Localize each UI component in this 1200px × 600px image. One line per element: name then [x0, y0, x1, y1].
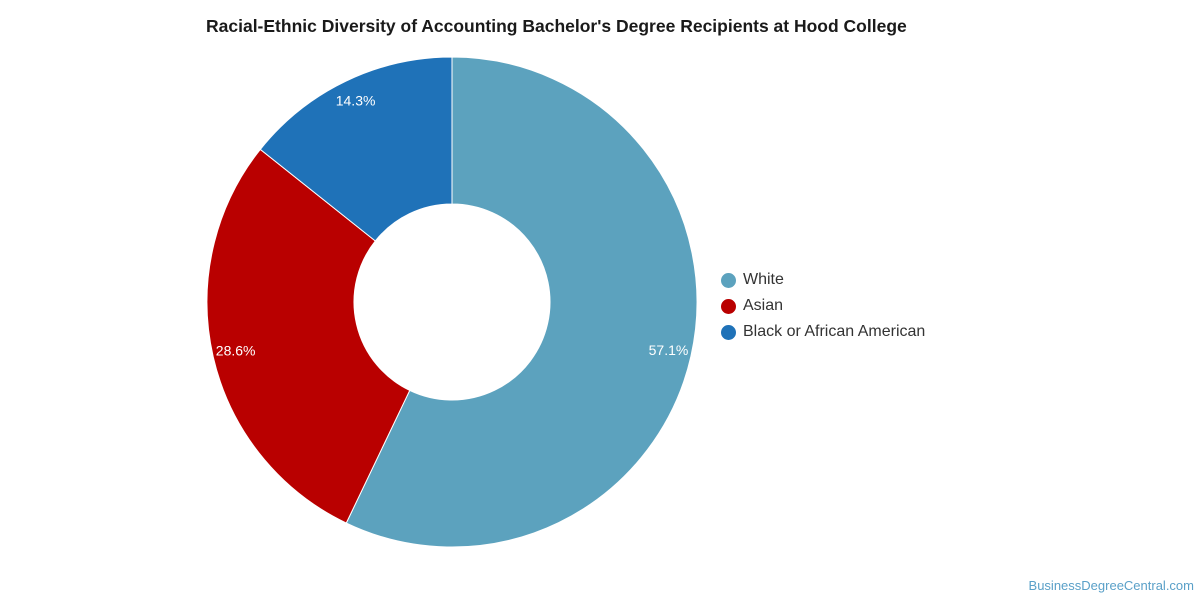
chart-legend: White Asian Black or African American — [721, 267, 925, 345]
legend-label-white: White — [743, 271, 784, 288]
source-watermark: BusinessDegreeCentral.com — [1028, 578, 1194, 593]
legend-swatch-white — [721, 272, 736, 288]
legend-item-white[interactable]: White — [721, 267, 925, 293]
slice-black-or-african-american[interactable] — [259, 56, 453, 242]
legend-swatch-black-or-african-american — [721, 324, 736, 340]
slice-label-white: 57.1% — [649, 342, 689, 358]
chart-title: Racial-Ethnic Diversity of Accounting Ba… — [206, 16, 907, 36]
legend-item-black-or-african-american[interactable]: Black or African American — [721, 319, 925, 345]
slice-label-asian: 28.6% — [216, 342, 256, 358]
slice-asian[interactable] — [206, 148, 411, 524]
legend-label-asian: Asian — [743, 297, 784, 314]
slice-white[interactable] — [345, 56, 698, 548]
legend-item-asian[interactable]: Asian — [721, 293, 925, 319]
slice-label-black-or-african-american: 14.3% — [336, 93, 376, 109]
legend-label-black-or-african-american: Black or African American — [743, 323, 926, 340]
legend-swatch-asian — [721, 298, 736, 314]
